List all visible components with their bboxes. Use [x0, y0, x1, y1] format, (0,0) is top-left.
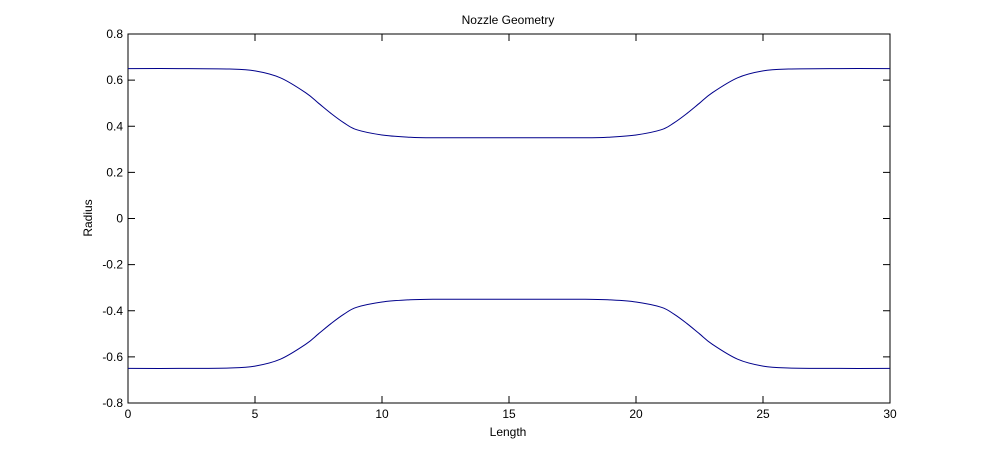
y-tick-label: 0.4 [106, 119, 123, 133]
x-tick-label: 25 [756, 407, 770, 421]
y-tick-label: -0.4 [102, 304, 123, 318]
axis-ticks [127, 33, 891, 404]
y-tick-label: 0.6 [106, 73, 123, 87]
upper-wall-line [127, 68, 891, 139]
x-tick-label: 20 [629, 407, 643, 421]
x-axis-title: Length [490, 425, 527, 439]
y-axis-title: Radius [81, 199, 95, 236]
y-tick-labels: -0.8 -0.6 -0.4 -0.2 0 0.2 0.4 0.6 0.8 [102, 27, 123, 410]
lower-wall-line [127, 298, 891, 369]
y-tick-label: -0.6 [102, 350, 123, 364]
x-tick-label: 0 [125, 407, 132, 421]
axes-box [127, 33, 891, 404]
x-tick-labels: 0 5 10 15 20 25 30 [125, 407, 897, 421]
x-tick-label: 15 [502, 407, 516, 421]
series-lines [127, 68, 891, 369]
plot-area [127, 33, 891, 404]
y-tick-label: -0.2 [102, 258, 123, 272]
x-tick-label: 5 [252, 407, 259, 421]
y-tick-label: 0.2 [106, 165, 123, 179]
y-tick-label: 0 [116, 212, 123, 226]
y-tick-label: -0.8 [102, 396, 123, 410]
x-tick-label: 10 [375, 407, 389, 421]
chart-title: Nozzle Geometry [462, 13, 555, 27]
y-tick-label: 0.8 [106, 27, 123, 41]
x-tick-label: 30 [883, 407, 897, 421]
